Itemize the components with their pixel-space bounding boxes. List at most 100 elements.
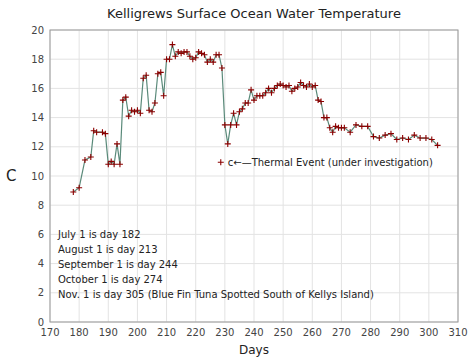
note: August 1 is day 213	[58, 244, 158, 255]
y-tick-label: 8	[38, 200, 44, 211]
point-marker	[341, 125, 347, 131]
note: October 1 is day 274	[58, 274, 163, 285]
y-grid-line	[50, 205, 458, 206]
point-marker	[283, 84, 289, 90]
x-tick-label: 300	[419, 327, 438, 338]
point-marker	[359, 123, 365, 129]
y-axis-label: C	[6, 167, 16, 185]
annotation: c←—Thermal Event (under investigation)	[228, 157, 433, 168]
y-grid-line	[50, 59, 458, 60]
x-tick-label: 310	[448, 327, 467, 338]
point-marker	[370, 134, 376, 140]
x-tick-label: 190	[99, 327, 118, 338]
point-marker	[429, 137, 435, 143]
x-tick-label: 270	[332, 327, 351, 338]
point-marker	[219, 65, 225, 71]
point-marker	[266, 85, 272, 91]
point-marker	[405, 137, 411, 143]
point-marker	[175, 49, 181, 55]
point-marker	[289, 88, 295, 94]
point-marker	[239, 106, 245, 112]
point-marker	[271, 85, 277, 91]
note: Nov. 1 is day 305 (Blue Fin Tuna Spotted…	[58, 289, 374, 300]
point-marker	[204, 59, 210, 65]
point-marker	[155, 71, 161, 77]
point-marker	[292, 85, 298, 91]
point-marker	[382, 132, 388, 138]
point-marker	[286, 82, 292, 88]
point-marker	[126, 113, 132, 119]
x-tick-label: 280	[361, 327, 380, 338]
title: Kelligrews Surface Ocean Water Temperatu…	[107, 6, 401, 21]
point-marker	[105, 161, 111, 167]
y-tick-label: 4	[38, 258, 44, 269]
x-tick-label: 240	[244, 327, 263, 338]
point-marker	[166, 56, 172, 62]
point-marker	[280, 82, 286, 88]
y-grid-line	[50, 117, 458, 118]
point-marker	[143, 72, 149, 78]
point-marker	[318, 99, 324, 105]
point-marker	[82, 157, 88, 163]
x-tick-label: 250	[274, 327, 293, 338]
annotations: c←—Thermal Event (under investigation)Ju…	[57, 157, 433, 300]
y-grid-line	[50, 176, 458, 177]
point-marker	[137, 110, 143, 116]
point-marker	[400, 135, 406, 141]
point-marker	[295, 84, 301, 90]
y-tick-label: 14	[31, 112, 44, 123]
point-marker	[123, 94, 129, 100]
point-marker	[301, 82, 307, 88]
data	[70, 42, 440, 195]
point-marker	[312, 82, 318, 88]
point-marker	[225, 141, 231, 147]
point-marker	[260, 93, 266, 99]
point-marker	[324, 115, 330, 121]
x-tick-label: 180	[70, 327, 89, 338]
point-marker	[435, 142, 441, 148]
point-marker	[222, 122, 228, 128]
point-marker	[216, 52, 222, 58]
point-marker	[178, 50, 184, 56]
point-marker	[274, 82, 280, 88]
point-marker	[94, 129, 100, 135]
chart: 1701801902002102202302402502602702802903…	[0, 0, 474, 364]
point-marker	[417, 135, 423, 141]
point-marker	[108, 158, 114, 164]
x-tick-label: 200	[128, 327, 147, 338]
point-marker	[172, 53, 178, 59]
point-marker	[228, 122, 234, 128]
point-marker	[411, 132, 417, 138]
point-marker	[353, 122, 359, 128]
point-marker	[245, 100, 251, 106]
x-tick-label: 230	[215, 327, 234, 338]
x-tick-label: 170	[40, 327, 59, 338]
point-marker	[161, 93, 167, 99]
point-marker	[199, 50, 205, 56]
point-marker	[315, 97, 321, 103]
point-marker	[193, 55, 199, 61]
point-marker	[184, 49, 190, 55]
point-marker	[201, 52, 207, 58]
y-tick-label: 18	[31, 54, 44, 65]
point-marker	[231, 110, 237, 116]
point-marker	[152, 100, 158, 106]
point-marker	[117, 161, 123, 167]
point-marker	[309, 84, 315, 90]
plot-frame	[50, 30, 458, 322]
point-marker	[263, 90, 269, 96]
point-marker	[234, 122, 240, 128]
point-marker	[158, 69, 164, 75]
line	[73, 45, 437, 192]
x-tick-label: 260	[303, 327, 322, 338]
point-marker	[196, 49, 202, 55]
point-marker	[169, 42, 175, 48]
point-marker	[423, 135, 429, 141]
point-marker	[327, 125, 333, 131]
point-marker	[70, 189, 76, 195]
point-marker	[330, 129, 336, 135]
point-marker	[120, 97, 126, 103]
point-marker	[76, 185, 82, 191]
point-marker	[190, 56, 196, 62]
point-marker	[207, 56, 213, 62]
